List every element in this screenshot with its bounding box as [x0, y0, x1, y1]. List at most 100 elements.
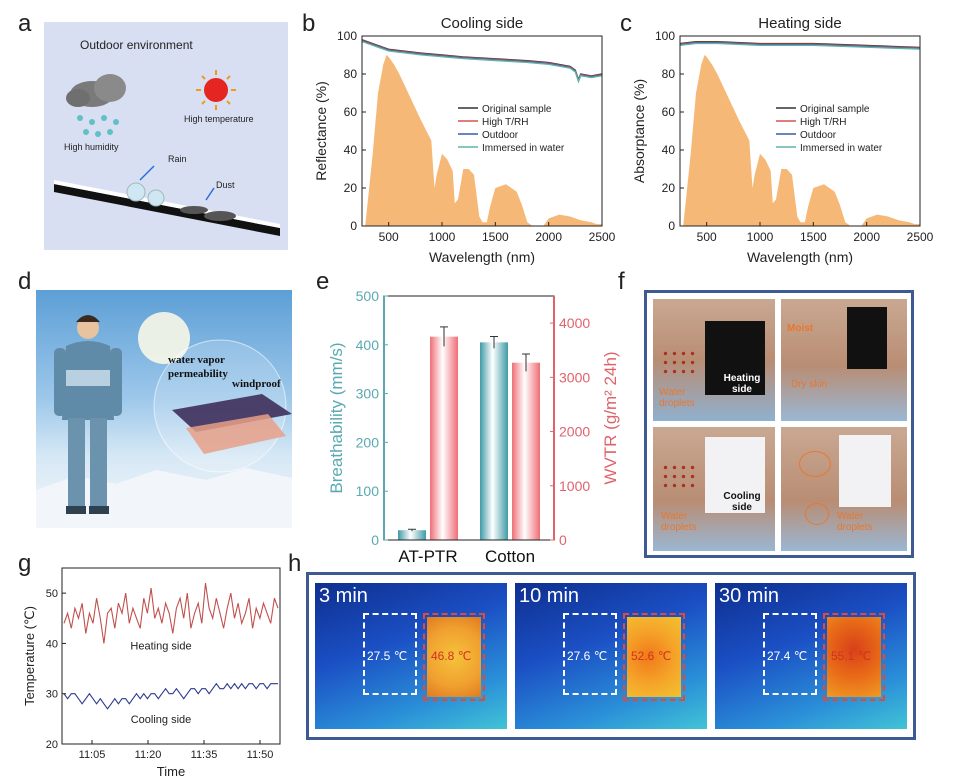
x-axis-label: Wavelength (nm): [747, 249, 853, 265]
photo-heating-before: Water droplets Heating side: [653, 299, 775, 421]
arrow-icon: [139, 165, 155, 181]
y-tick-label: 50: [46, 588, 58, 600]
y-left-tick-label: 300: [356, 386, 380, 402]
panel-letter-a: a: [18, 10, 32, 37]
dust-label: Dust: [216, 180, 235, 190]
high-humidity-label: High humidity: [64, 142, 119, 152]
ir-image-frame: 10 min 27.6 ℃ 52.6 ℃: [515, 583, 707, 729]
x-tick-label: 11:20: [135, 749, 162, 761]
membrane-layer-icon: [172, 394, 292, 432]
panel-letter-b: b: [302, 10, 316, 37]
y-tick-label: 100: [337, 29, 357, 43]
y-right-tick-label: 0: [559, 532, 567, 548]
photo-cooling-before: Water droplets Cooling side: [653, 427, 775, 551]
moist-label: Moist: [787, 323, 814, 334]
category-label: Cotton: [485, 547, 535, 566]
x-tick-label: 2000: [853, 230, 880, 244]
cooling-fabric-swatch: [705, 437, 765, 513]
legend-label: Outdoor: [800, 130, 837, 141]
cooling-fabric-swatch: [839, 435, 891, 507]
y-tick-label: 30: [46, 689, 58, 701]
x-axis-label: Wavelength (nm): [429, 249, 535, 265]
heating-region-box: [423, 613, 485, 701]
series-line-3: [679, 42, 921, 50]
photo-heating-after: Moist Dry skin: [781, 299, 907, 421]
water-droplets-dots: [661, 349, 697, 375]
y-right-tick-label: 3000: [559, 369, 590, 385]
plot-frame: [361, 35, 603, 227]
person-jacket-icon: [54, 315, 122, 514]
membrane-layer-icon: [186, 414, 286, 454]
dry-skin-label: Dry skin: [791, 379, 828, 390]
solar-spectrum-area: [365, 55, 602, 226]
x-tick-label: 1500: [800, 230, 827, 244]
panel-letter-h: h: [288, 550, 302, 577]
x-tick-label: 1000: [429, 230, 456, 244]
heating-temperature-label: 46.8 ℃: [431, 649, 472, 663]
dust-icon: [204, 211, 236, 221]
panel-letter-c: c: [620, 10, 632, 37]
y-right-tick-label: 2000: [559, 424, 590, 440]
outdoor-environment-title: Outdoor environment: [80, 38, 193, 52]
category-label: AT-PTR: [398, 547, 457, 566]
rain-droplet-icon: [126, 182, 146, 202]
y-tick-label: 80: [344, 67, 358, 81]
legend-label: High T/RH: [482, 117, 529, 128]
water-droplets-dots: [661, 463, 697, 489]
water-droplets-label: Water droplets: [659, 387, 695, 409]
cooling-region-box: [563, 613, 617, 695]
panel-a-svg: [54, 70, 280, 236]
chart-g-temperature-time: 20 30 40 50 11:05 11:20 11:35 11:50 Time Temperat…: [22, 567, 281, 779]
x-tick-label: 500: [697, 230, 717, 244]
y-left-tick-label: 200: [356, 434, 380, 450]
chart-title: Cooling side: [441, 15, 524, 32]
heating-side-annotation: Heating side: [130, 640, 191, 652]
rain-cloud-icon: [66, 74, 126, 137]
temperature-series-1: [63, 682, 278, 710]
panel-letter-f: f: [618, 268, 625, 295]
x-tick-label: 11:05: [79, 749, 106, 761]
y-axis-label: Absorptance (%): [631, 79, 647, 183]
ir-time-label: 30 min: [719, 585, 780, 607]
wvtr-bar: [430, 336, 458, 540]
ir-time-label: 3 min: [319, 585, 368, 607]
high-temperature-label: High temperature: [184, 114, 254, 124]
cooling-side-annotation: Cooling side: [131, 714, 192, 726]
arrow-icon: [205, 187, 215, 201]
chart-c-heating-side: Heating side 0 20 40 60 80 100 500 1000 1500 2000 2…: [631, 15, 934, 265]
heating-fabric-swatch: [847, 307, 887, 369]
legend-label: Immersed in water: [482, 143, 565, 154]
x-tick-label: 11:50: [247, 749, 274, 761]
panel-f-photo-frame: Water droplets Heating side Moist Dry sk…: [644, 290, 914, 558]
y-right-tick-label: 1000: [559, 478, 590, 494]
y-tick-label: 40: [662, 143, 676, 157]
heating-region-box: [623, 613, 685, 701]
droplet-circle-marker: [799, 451, 831, 477]
ir-time-label: 10 min: [519, 585, 580, 607]
ir-image-frame: 30 min 27.4 ℃ 55.1 ℃: [715, 583, 907, 729]
y-tick-label: 60: [662, 105, 676, 119]
droplet-circle-marker: [805, 503, 829, 525]
y-tick-label: 80: [662, 67, 676, 81]
ir-image-frame: 3 min 27.5 ℃ 46.8 ℃: [315, 583, 507, 729]
legend-label: Immersed in water: [800, 143, 883, 154]
panel-d-illustration: water vapor permeability windproof: [36, 290, 292, 528]
legend-label: Outdoor: [482, 130, 519, 141]
y-tick-label: 20: [344, 181, 358, 195]
photo-cooling-after: Water droplets: [781, 427, 907, 551]
windproof-label: windproof: [232, 378, 281, 390]
y-tick-label: 60: [344, 105, 358, 119]
x-tick-label: 1000: [747, 230, 774, 244]
cooling-region-box: [763, 613, 817, 695]
cooling-temperature-label: 27.4 ℃: [767, 649, 808, 663]
legend-label: Original sample: [482, 104, 552, 115]
panel-letter-g: g: [18, 550, 32, 577]
breathability-bar: [398, 530, 426, 540]
x-tick-label: 11:35: [191, 749, 218, 761]
rain-droplet-icon: [147, 189, 165, 207]
y-tick-label: 20: [662, 181, 676, 195]
heating-side-label: Heating side: [723, 373, 761, 395]
panel-h-ir-frame: 3 min 27.5 ℃ 46.8 ℃ 10 min 27.6 ℃ 52.6 ℃ 3…: [306, 572, 916, 740]
y-left-tick-label: 500: [356, 288, 380, 304]
x-axis-label: Time: [157, 764, 185, 779]
